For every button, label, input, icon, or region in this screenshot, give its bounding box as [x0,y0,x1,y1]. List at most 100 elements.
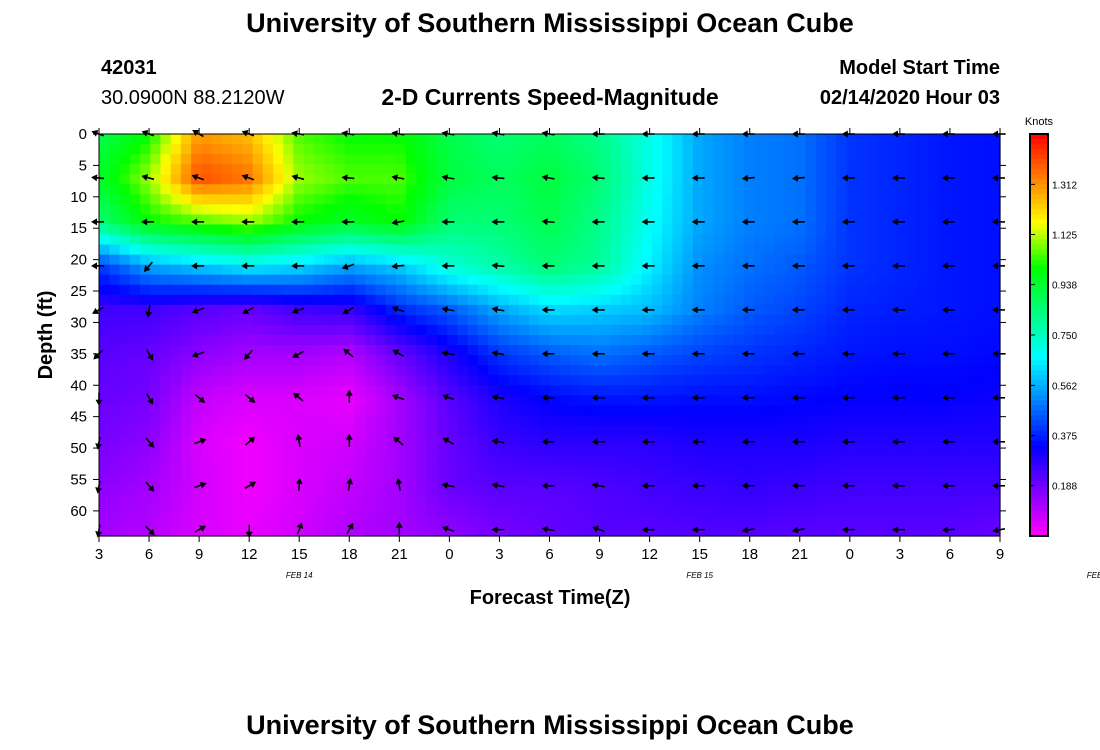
colorbar-segment [1030,139,1048,145]
heat-cell [508,495,520,507]
heat-cell [744,274,755,286]
heat-cell [836,505,848,517]
heat-cell [784,465,796,477]
heat-cell [426,365,438,376]
heat-cell [344,214,356,226]
heat-cell [590,294,602,306]
heat-cell [764,254,776,266]
heat-cell [846,234,858,246]
heat-cell [948,455,960,467]
heat-cell [836,214,848,226]
heat-cell [426,335,438,346]
heat-cell [416,395,428,406]
current-arrow [941,526,955,534]
heat-cell [631,455,643,467]
heat-cell [488,264,499,276]
heat-cell [221,274,233,286]
heat-cell [672,284,684,296]
heat-cell [457,194,469,205]
heat-cell [252,194,264,205]
heat-cell [600,525,612,537]
heat-cell [672,264,684,276]
heat-cell [498,375,510,386]
heat-cell [242,435,254,447]
heat-cell [354,465,366,477]
heat-cell [324,204,336,215]
heat-cell [897,385,909,396]
heat-cell [262,365,274,376]
heat-cell [569,425,581,437]
heat-cell [191,375,202,386]
heat-cell [477,274,489,286]
heat-cell [529,495,540,507]
heat-cell [529,254,540,266]
heat-cell [631,214,643,226]
heat-cell [252,455,264,467]
heat-cell [334,505,346,517]
heat-cell [201,244,213,256]
current-arrow [641,350,655,358]
heat-cell [744,134,755,145]
heat-cell [764,134,776,145]
heat-cell [119,164,131,175]
heat-cell [529,345,540,356]
heat-cell [580,294,592,306]
heat-cell [529,164,540,175]
heat-cell [518,335,530,346]
heat-cell [805,304,817,316]
heat-cell [825,274,837,286]
heat-cell [129,244,141,256]
heat-cell [518,385,530,396]
heat-cell [467,495,479,507]
heat-cell [139,395,151,406]
heat-cell [354,515,366,527]
heat-cell [324,184,336,195]
heat-cell [180,405,192,416]
heat-cell [109,445,121,457]
heat-cell [569,184,581,195]
heat-cell [723,375,735,386]
heat-cell [948,425,960,437]
heat-cell [662,144,673,155]
heat-cell [836,224,848,236]
heat-cell [692,254,704,266]
heat-cell [682,335,694,346]
heat-cell [989,465,1001,477]
heat-cell [365,254,377,266]
heat-cell [877,134,888,145]
heat-cell [232,324,243,336]
heat-cell [887,284,899,296]
heat-cell [897,375,909,386]
heat-cell [457,284,469,296]
heat-cell [201,515,213,527]
heat-cell [836,465,848,477]
heat-cell [662,134,673,145]
heat-cell [170,385,182,396]
heat-cell [129,184,141,195]
heat-cell [733,154,745,165]
heat-cell [723,475,735,487]
heat-cell [569,174,581,185]
heat-cell [447,365,458,376]
heat-cell [846,355,858,366]
heat-cell [815,244,827,256]
heat-cell [314,194,325,205]
heat-cell [610,234,622,246]
heat-cell [201,314,213,326]
heat-cell [447,294,458,306]
heat-cell [334,375,346,386]
heat-cell [344,515,356,527]
heat-cell [744,445,755,457]
heat-cell [559,505,571,517]
heat-cell [969,164,981,175]
heat-cell [928,194,940,205]
heat-cell [529,264,540,276]
heat-cell [539,194,551,205]
heat-cell [692,515,704,527]
heat-cell [774,525,786,537]
heat-cell [457,335,469,346]
current-arrow [391,262,405,270]
heat-cell [692,345,704,356]
heat-cell [426,345,438,356]
heat-cell [139,515,151,527]
